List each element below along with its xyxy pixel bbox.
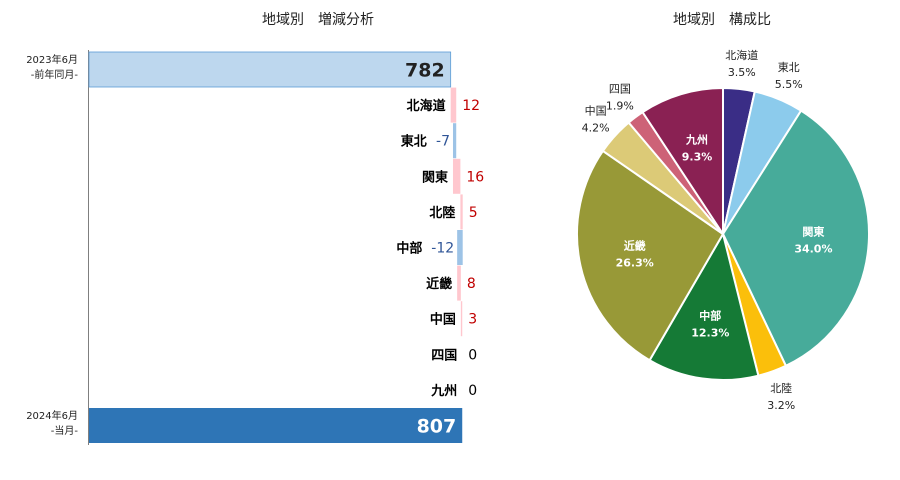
bar-5 — [457, 230, 463, 265]
bar-4 — [460, 194, 463, 230]
bar-6-value: 8 — [467, 276, 476, 292]
bar-6 — [457, 265, 461, 301]
bar-9-category: 九州 — [430, 384, 457, 399]
waterfall-title: 地域別 増減分析 — [262, 11, 374, 28]
bar-start-label-line2: -前年同月- — [31, 68, 79, 81]
pie-slice-9-name: 九州 — [685, 132, 708, 146]
pie-slice-7-name: 中国 — [585, 104, 607, 117]
pie-slice-1-percent: 3.5% — [728, 66, 756, 79]
pie-slice-9-percent: 9.3% — [682, 150, 713, 163]
bar-start-value: 782 — [405, 60, 445, 82]
bar-8-value: 0 — [468, 347, 477, 363]
pie-labels: 北海道 3.5% 東北 5.5% 関東 34.0% 北陸 3.2% 中部 12.3% 近畿 26.3%… — [582, 48, 833, 412]
bar-3 — [452, 158, 461, 194]
pie-slice-6-name: 近畿 — [624, 239, 646, 253]
bar-1 — [450, 87, 457, 123]
pie-slice-8-percent: 1.9% — [606, 99, 634, 112]
bar-9-value: 0 — [468, 383, 477, 399]
pie-slice-8-name: 四国 — [609, 82, 631, 95]
pie-slice-1-name: 北海道 — [725, 48, 758, 62]
pie-slice-2-percent: 5.5% — [775, 78, 803, 91]
bar-end — [89, 408, 463, 443]
bar-2-category: 東北 — [401, 134, 427, 150]
pie-slice-5-percent: 12.3% — [691, 327, 729, 340]
bar-6-category: 近畿 — [426, 276, 452, 292]
bar-7 — [460, 301, 463, 337]
pie-slice-4-name: 北陸 — [770, 382, 792, 395]
pie-chart: 地域別 構成比 北海道 3.5% 東北 5.5% 関東 34.0% 北陸 3.2% 中部 12.3… — [576, 12, 870, 412]
pie-slice-7-percent: 4.2% — [582, 121, 610, 134]
pie-slice-3-percent: 34.0% — [794, 242, 832, 255]
bar-3-category: 関東 — [422, 169, 448, 185]
bar-end-label-line1: 2024年6月 — [26, 409, 78, 422]
bar-end-label-line2: -当月- — [51, 424, 79, 437]
pie-slice-3 — [721, 109, 870, 368]
pie-slice-9 — [641, 86, 724, 238]
bar-start — [88, 51, 452, 88]
bar-3-value: 16 — [466, 169, 484, 185]
pie-slice-3-name: 関東 — [802, 224, 825, 238]
bar-4-value: 5 — [469, 205, 478, 221]
pie-slices — [576, 86, 870, 381]
bar-start-label-line1: 2023年6月 — [26, 53, 78, 66]
pie-slice-6 — [576, 149, 725, 362]
bar-4-category: 北陸 — [429, 205, 455, 221]
bar-5-category: 中部 — [396, 241, 422, 257]
bar-2 — [452, 123, 457, 159]
pie-slice-6-percent: 26.3% — [616, 257, 654, 270]
bar-7-value: 3 — [468, 312, 477, 328]
bar-1-value: 12 — [462, 98, 480, 114]
pie-title: 地域別 構成比 — [673, 12, 771, 28]
bar-end-value: 807 — [417, 416, 457, 438]
pie-slice-5-name: 中部 — [699, 309, 721, 323]
waterfall-bars — [88, 51, 463, 443]
bar-2-value: -7 — [436, 134, 450, 150]
bar-1-category: 北海道 — [407, 98, 446, 114]
pie-slice-5 — [648, 231, 760, 381]
pie-slice-2-name: 東北 — [778, 61, 800, 74]
bar-7-category: 中国 — [430, 312, 456, 328]
bar-8-category: 四国 — [431, 348, 457, 363]
bar-5-value: -12 — [431, 241, 454, 257]
pie-slice-4-percent: 3.2% — [767, 399, 795, 412]
